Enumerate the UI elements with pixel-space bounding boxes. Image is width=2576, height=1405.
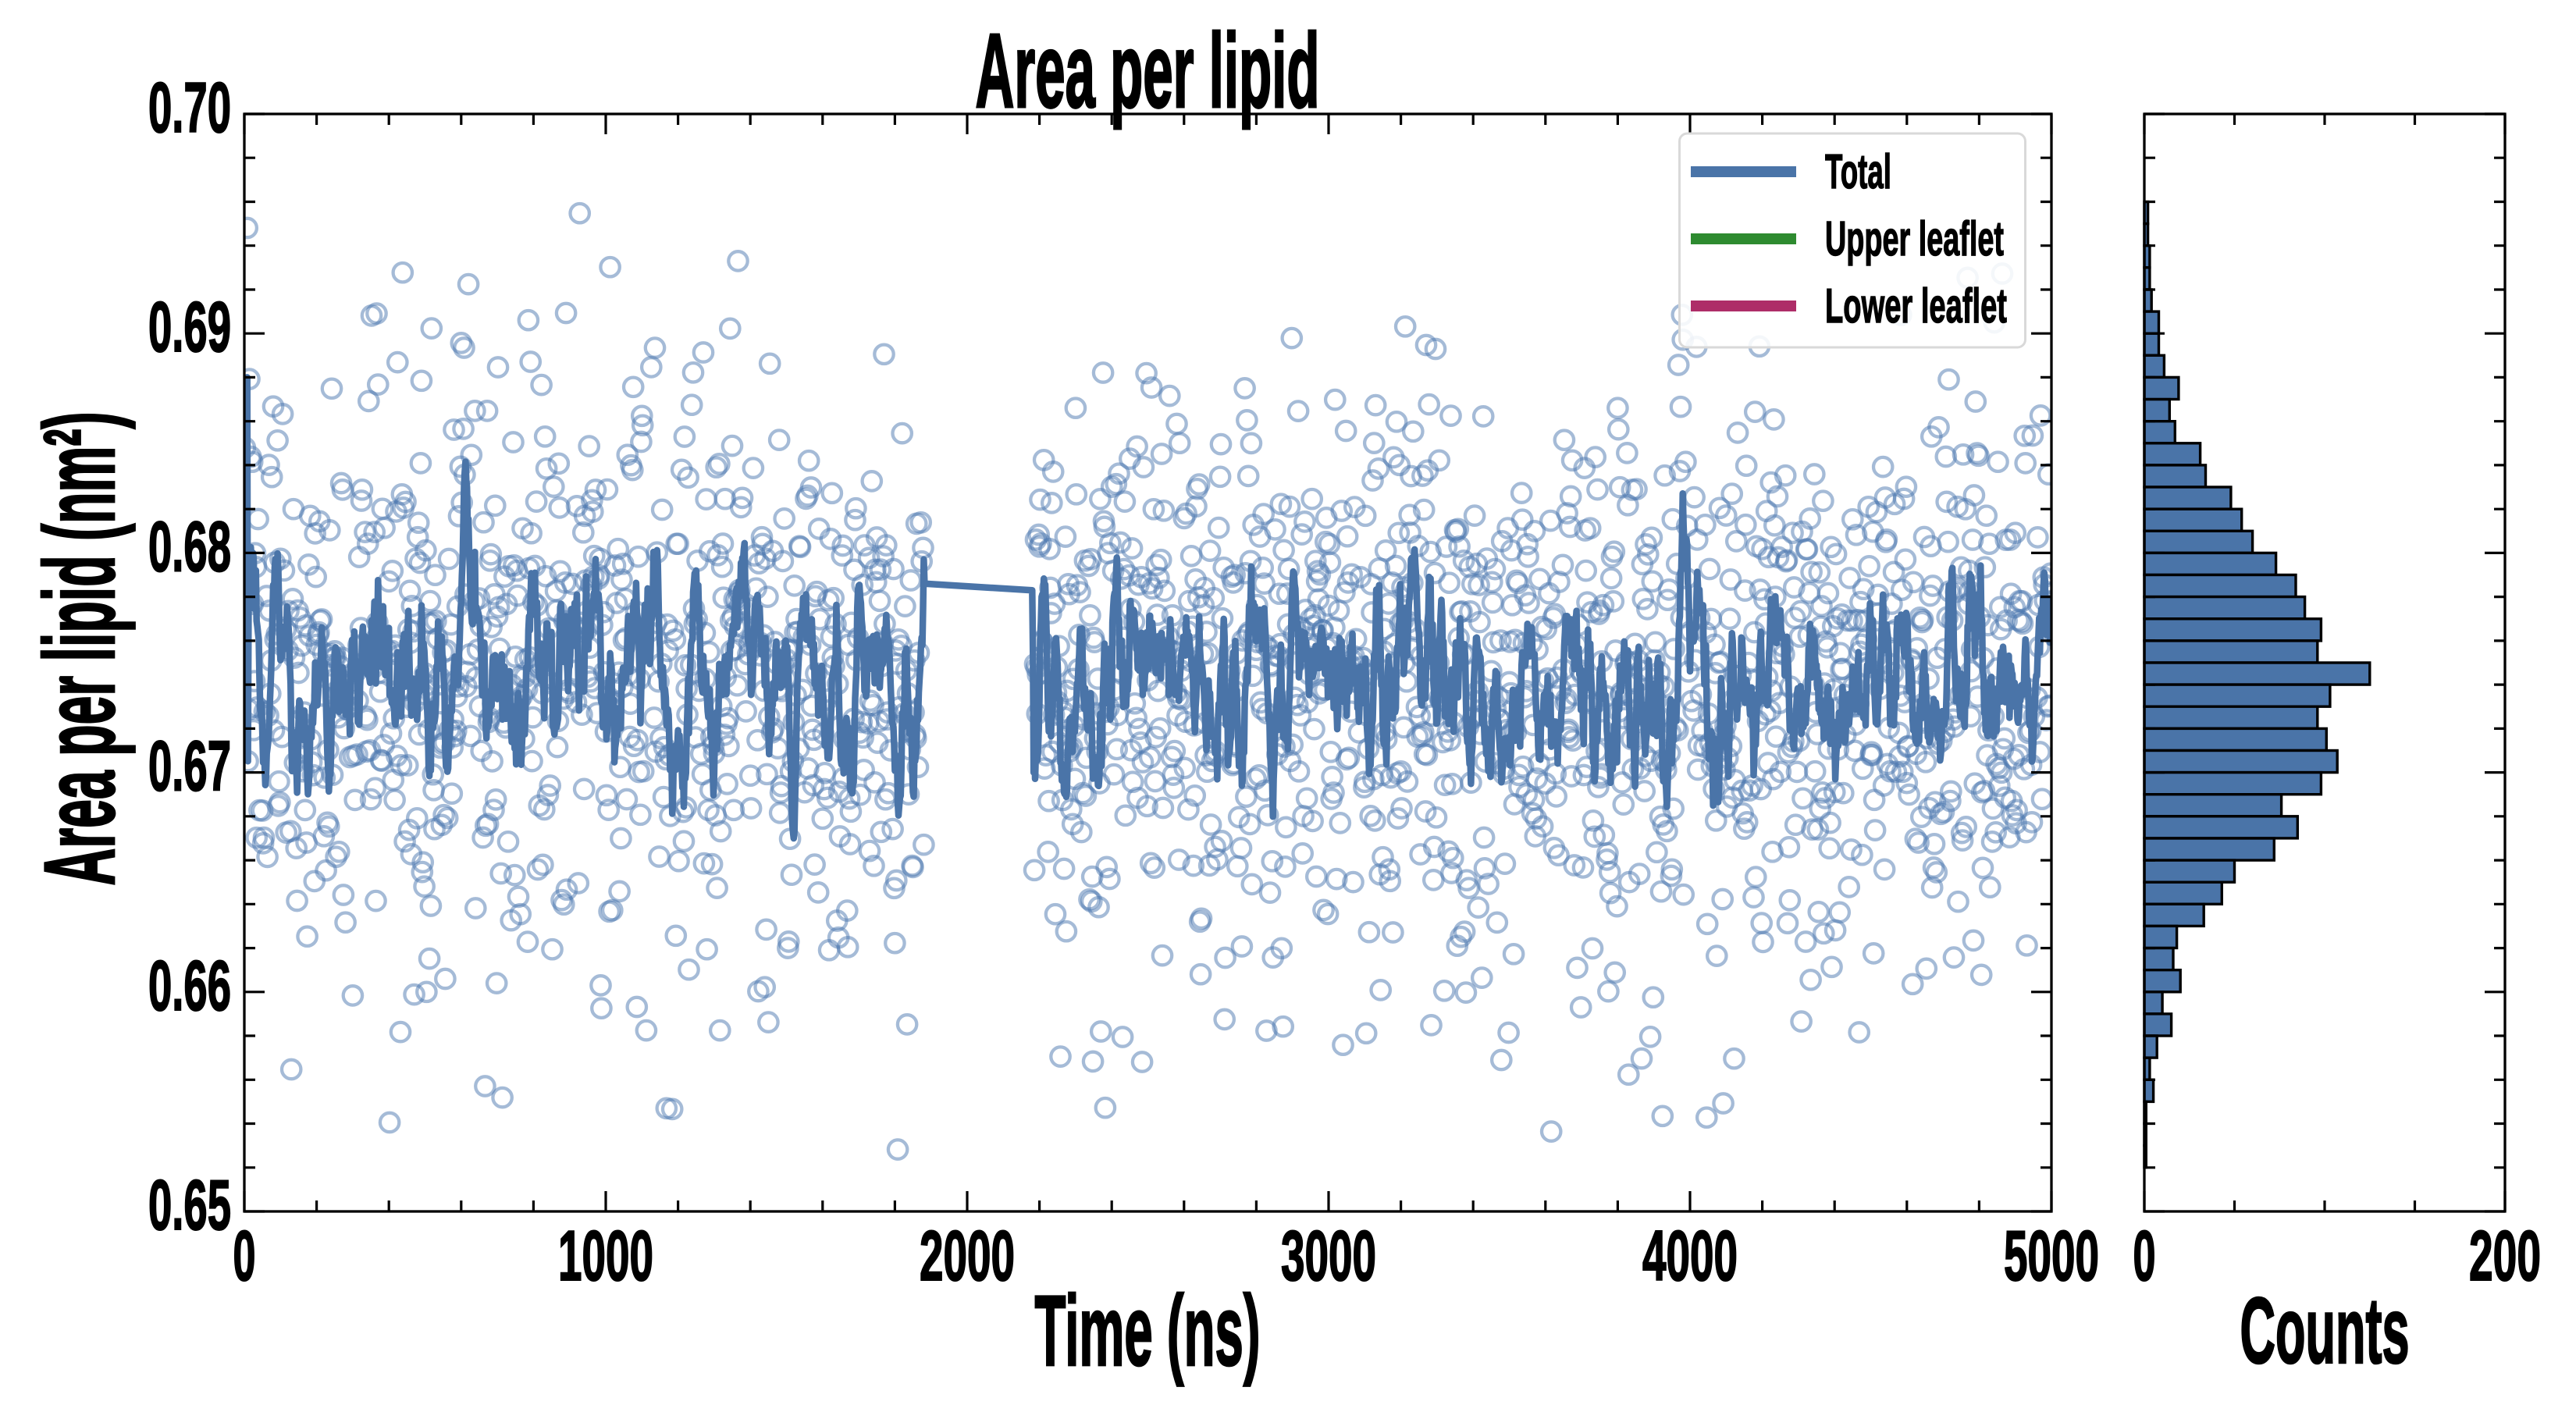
svg-text:2000: 2000 xyxy=(920,1217,1015,1296)
svg-text:200: 200 xyxy=(2469,1217,2541,1296)
svg-text:0.65: 0.65 xyxy=(148,1166,231,1245)
svg-text:0: 0 xyxy=(2133,1217,2156,1296)
svg-text:0.69: 0.69 xyxy=(148,288,231,367)
svg-text:0: 0 xyxy=(233,1217,256,1296)
svg-text:Total: Total xyxy=(1825,145,1891,199)
svg-text:Area per lipid (nm²): Area per lipid (nm²) xyxy=(24,412,136,886)
svg-text:Lower leaflet: Lower leaflet xyxy=(1825,279,2007,333)
svg-text:0.66: 0.66 xyxy=(148,947,231,1026)
svg-text:Counts: Counts xyxy=(2240,1279,2410,1383)
svg-text:Area per lipid: Area per lipid xyxy=(976,12,1320,130)
svg-text:5000: 5000 xyxy=(2004,1217,2099,1296)
svg-text:4000: 4000 xyxy=(1642,1217,1738,1296)
svg-text:0.70: 0.70 xyxy=(148,69,231,148)
svg-text:0.68: 0.68 xyxy=(148,507,231,586)
svg-text:3000: 3000 xyxy=(1281,1217,1376,1296)
svg-text:0.67: 0.67 xyxy=(148,727,231,806)
svg-text:Upper leaflet: Upper leaflet xyxy=(1825,212,2004,266)
svg-text:1000: 1000 xyxy=(558,1217,653,1296)
svg-text:Time (ns): Time (ns) xyxy=(1035,1275,1261,1387)
